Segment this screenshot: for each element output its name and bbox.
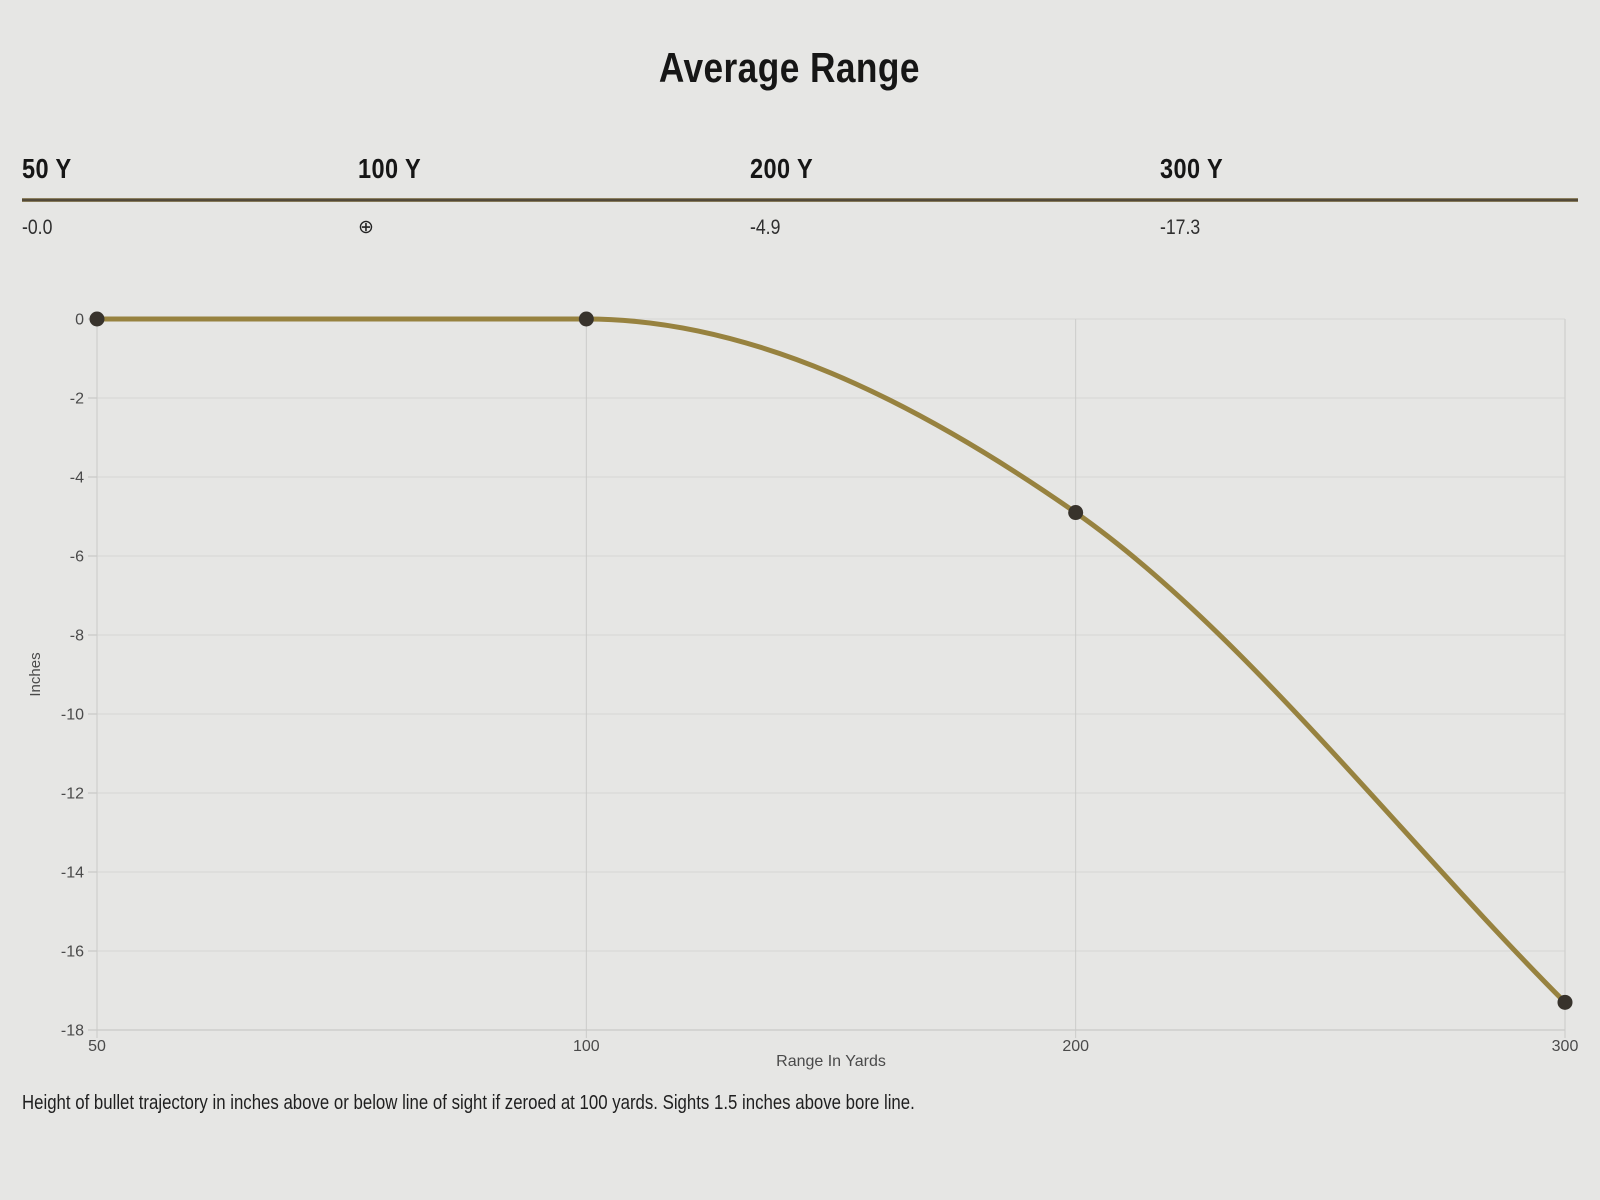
x-axis-title: Range In Yards bbox=[776, 1053, 886, 1070]
data-point-300yd[interactable] bbox=[1557, 994, 1573, 1010]
data-point-200yd[interactable] bbox=[1068, 505, 1084, 521]
range-summary-table: 50 Y -0.0 100 Y ⊕ 200 Y -4.9 300 Y -17.3 bbox=[0, 0, 1600, 260]
page-title-text: Average Range bbox=[658, 44, 920, 91]
y-tick-label: -16 bbox=[61, 944, 84, 961]
drop-value-50y: -0.0 bbox=[22, 216, 53, 239]
chart-footnote: Height of bullet trajectory in inches ab… bbox=[22, 1092, 915, 1114]
range-header-100y: 100 Y bbox=[358, 153, 422, 184]
y-tick-label: -2 bbox=[70, 391, 84, 408]
y-axis-title: Inches bbox=[27, 652, 44, 696]
page-title: Average Range bbox=[0, 46, 1578, 90]
y-tick-label: -10 bbox=[61, 707, 84, 724]
range-header-50y: 50 Y bbox=[22, 153, 72, 184]
y-tick-label: 0 bbox=[75, 312, 84, 329]
x-tick-label: 300 bbox=[1552, 1038, 1579, 1055]
y-tick-label: -18 bbox=[61, 1023, 84, 1040]
x-tick-label: 200 bbox=[1062, 1038, 1089, 1055]
zero-crosshair-icon: ⊕ bbox=[358, 217, 374, 238]
data-point-100yd[interactable] bbox=[578, 311, 594, 327]
trajectory-line bbox=[94, 316, 1568, 1005]
x-tick-label: 50 bbox=[88, 1038, 106, 1055]
y-tick-label: -12 bbox=[61, 786, 84, 803]
y-tick-label: -8 bbox=[70, 628, 84, 645]
y-tick-label: -6 bbox=[70, 549, 84, 566]
summary-separator-line bbox=[22, 198, 1578, 202]
data-point-50yd[interactable] bbox=[89, 311, 105, 327]
drop-value-300y: -17.3 bbox=[1160, 216, 1201, 239]
range-header-200y: 200 Y bbox=[750, 153, 814, 184]
range-header-300y: 300 Y bbox=[1160, 153, 1224, 184]
y-tick-label: -4 bbox=[70, 470, 84, 487]
y-tick-label: -14 bbox=[61, 865, 84, 882]
x-tick-label: 100 bbox=[573, 1038, 600, 1055]
drop-value-200y: -4.9 bbox=[750, 216, 781, 239]
